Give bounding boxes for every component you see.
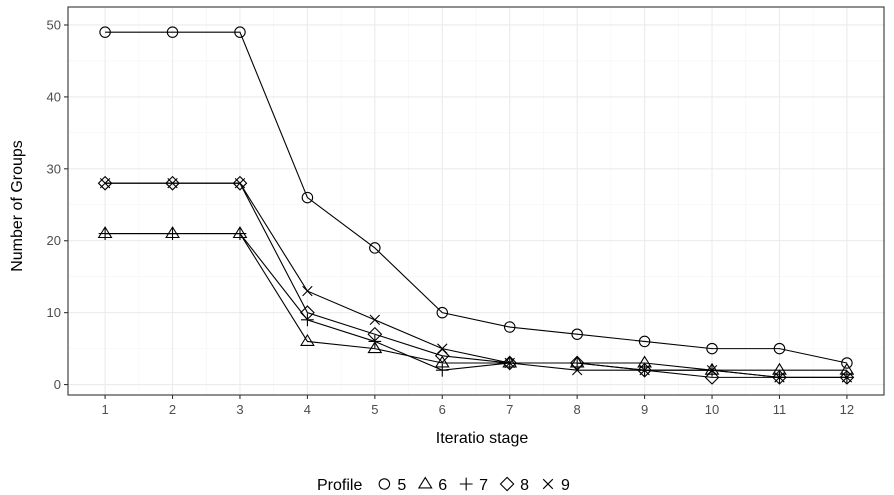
- x-tick-label: 12: [840, 402, 854, 417]
- data-point-9: [99, 178, 111, 189]
- data-point-6: [367, 341, 383, 354]
- data-point-8: [367, 326, 383, 342]
- data-point-5: [436, 306, 449, 319]
- data-point-9: [571, 364, 583, 376]
- x-tick-label: 11: [773, 402, 787, 417]
- legend-label: 8: [520, 477, 529, 494]
- data-point-9: [841, 372, 853, 383]
- y-tick-label: 30: [47, 161, 61, 176]
- y-axis-title: Number of Groups: [9, 140, 26, 272]
- series-line-9: [105, 182, 847, 378]
- x-tick-label: 4: [304, 402, 311, 417]
- data-point-8: [502, 355, 518, 371]
- data-point-7: [233, 227, 247, 240]
- data-point-5: [706, 342, 718, 355]
- x-tick-label: 6: [439, 402, 446, 417]
- x-tick-label: 5: [371, 402, 378, 417]
- data-point-9: [302, 285, 313, 297]
- y-tick-label: 20: [47, 233, 61, 248]
- y-tick-label: 50: [47, 17, 61, 32]
- data-point-9: [774, 372, 785, 383]
- data-point-8: [97, 175, 113, 191]
- series: [97, 26, 855, 385]
- data-point-5: [503, 321, 516, 333]
- data-point-5: [369, 242, 381, 254]
- data-point-5: [166, 26, 179, 38]
- legend-item-6: 6: [417, 476, 447, 494]
- data-point-5: [234, 26, 246, 38]
- data-point-5: [301, 191, 314, 204]
- data-point-5: [571, 328, 583, 340]
- data-point-8: [637, 362, 652, 378]
- plot-panel-border: [67, 6, 885, 396]
- series-9: [99, 178, 853, 383]
- legend-item-8: 8: [499, 476, 529, 494]
- data-point-6: [300, 333, 315, 346]
- grid: [68, 7, 884, 395]
- data-point-5: [99, 26, 111, 38]
- legend-item-9: 9: [542, 477, 570, 494]
- x-tick-label: 7: [506, 402, 513, 417]
- legend-label: 6: [438, 477, 447, 494]
- data-point-5: [773, 342, 786, 355]
- y-tick-label: 40: [47, 89, 61, 104]
- data-point-9: [369, 314, 381, 326]
- data-point-8: [839, 370, 855, 385]
- data-point-7: [435, 363, 449, 377]
- series-5: [99, 26, 853, 369]
- data-point-9: [167, 178, 178, 189]
- legend-key-plus: [459, 477, 473, 491]
- legend-label: 5: [397, 477, 406, 494]
- data-point-7: [98, 227, 112, 240]
- data-point-9: [504, 357, 515, 369]
- legend: Profile 5 6 7 8 9: [317, 476, 570, 494]
- legend-label: 9: [561, 477, 570, 494]
- y-tick-label: 0: [54, 377, 61, 392]
- legend-key-diamond: [499, 476, 515, 492]
- legend-title: Profile: [317, 477, 362, 494]
- x-tick-label: 3: [236, 402, 243, 417]
- data-point-9: [639, 364, 650, 376]
- x-tick-label: 1: [101, 402, 108, 417]
- legend-key-circle: [378, 478, 391, 490]
- data-point-9: [234, 178, 246, 189]
- legend-item-7: 7: [459, 477, 488, 494]
- x-axis-title: Iteratio stage: [436, 430, 529, 447]
- legend-item-5: 5: [378, 477, 406, 494]
- x-tick-label: 2: [169, 402, 176, 417]
- legend-key-triangle: [417, 476, 433, 489]
- data-point-5: [638, 335, 651, 348]
- data-point-9: [706, 364, 718, 376]
- series-line-5: [105, 31, 848, 364]
- legend-key-cross: [542, 478, 554, 490]
- x-tick-label: 9: [641, 402, 648, 417]
- data-point-8: [300, 305, 315, 321]
- y-tick-label: 10: [47, 305, 61, 320]
- legend-label: 7: [479, 477, 488, 494]
- x-tick-label: 8: [574, 402, 581, 417]
- data-point-5: [841, 357, 853, 369]
- data-point-8: [165, 175, 180, 191]
- data-point-7: [166, 227, 179, 240]
- data-point-9: [437, 343, 448, 354]
- data-point-8: [772, 370, 787, 385]
- data-point-8: [232, 175, 248, 191]
- x-tick-label: 10: [705, 402, 719, 417]
